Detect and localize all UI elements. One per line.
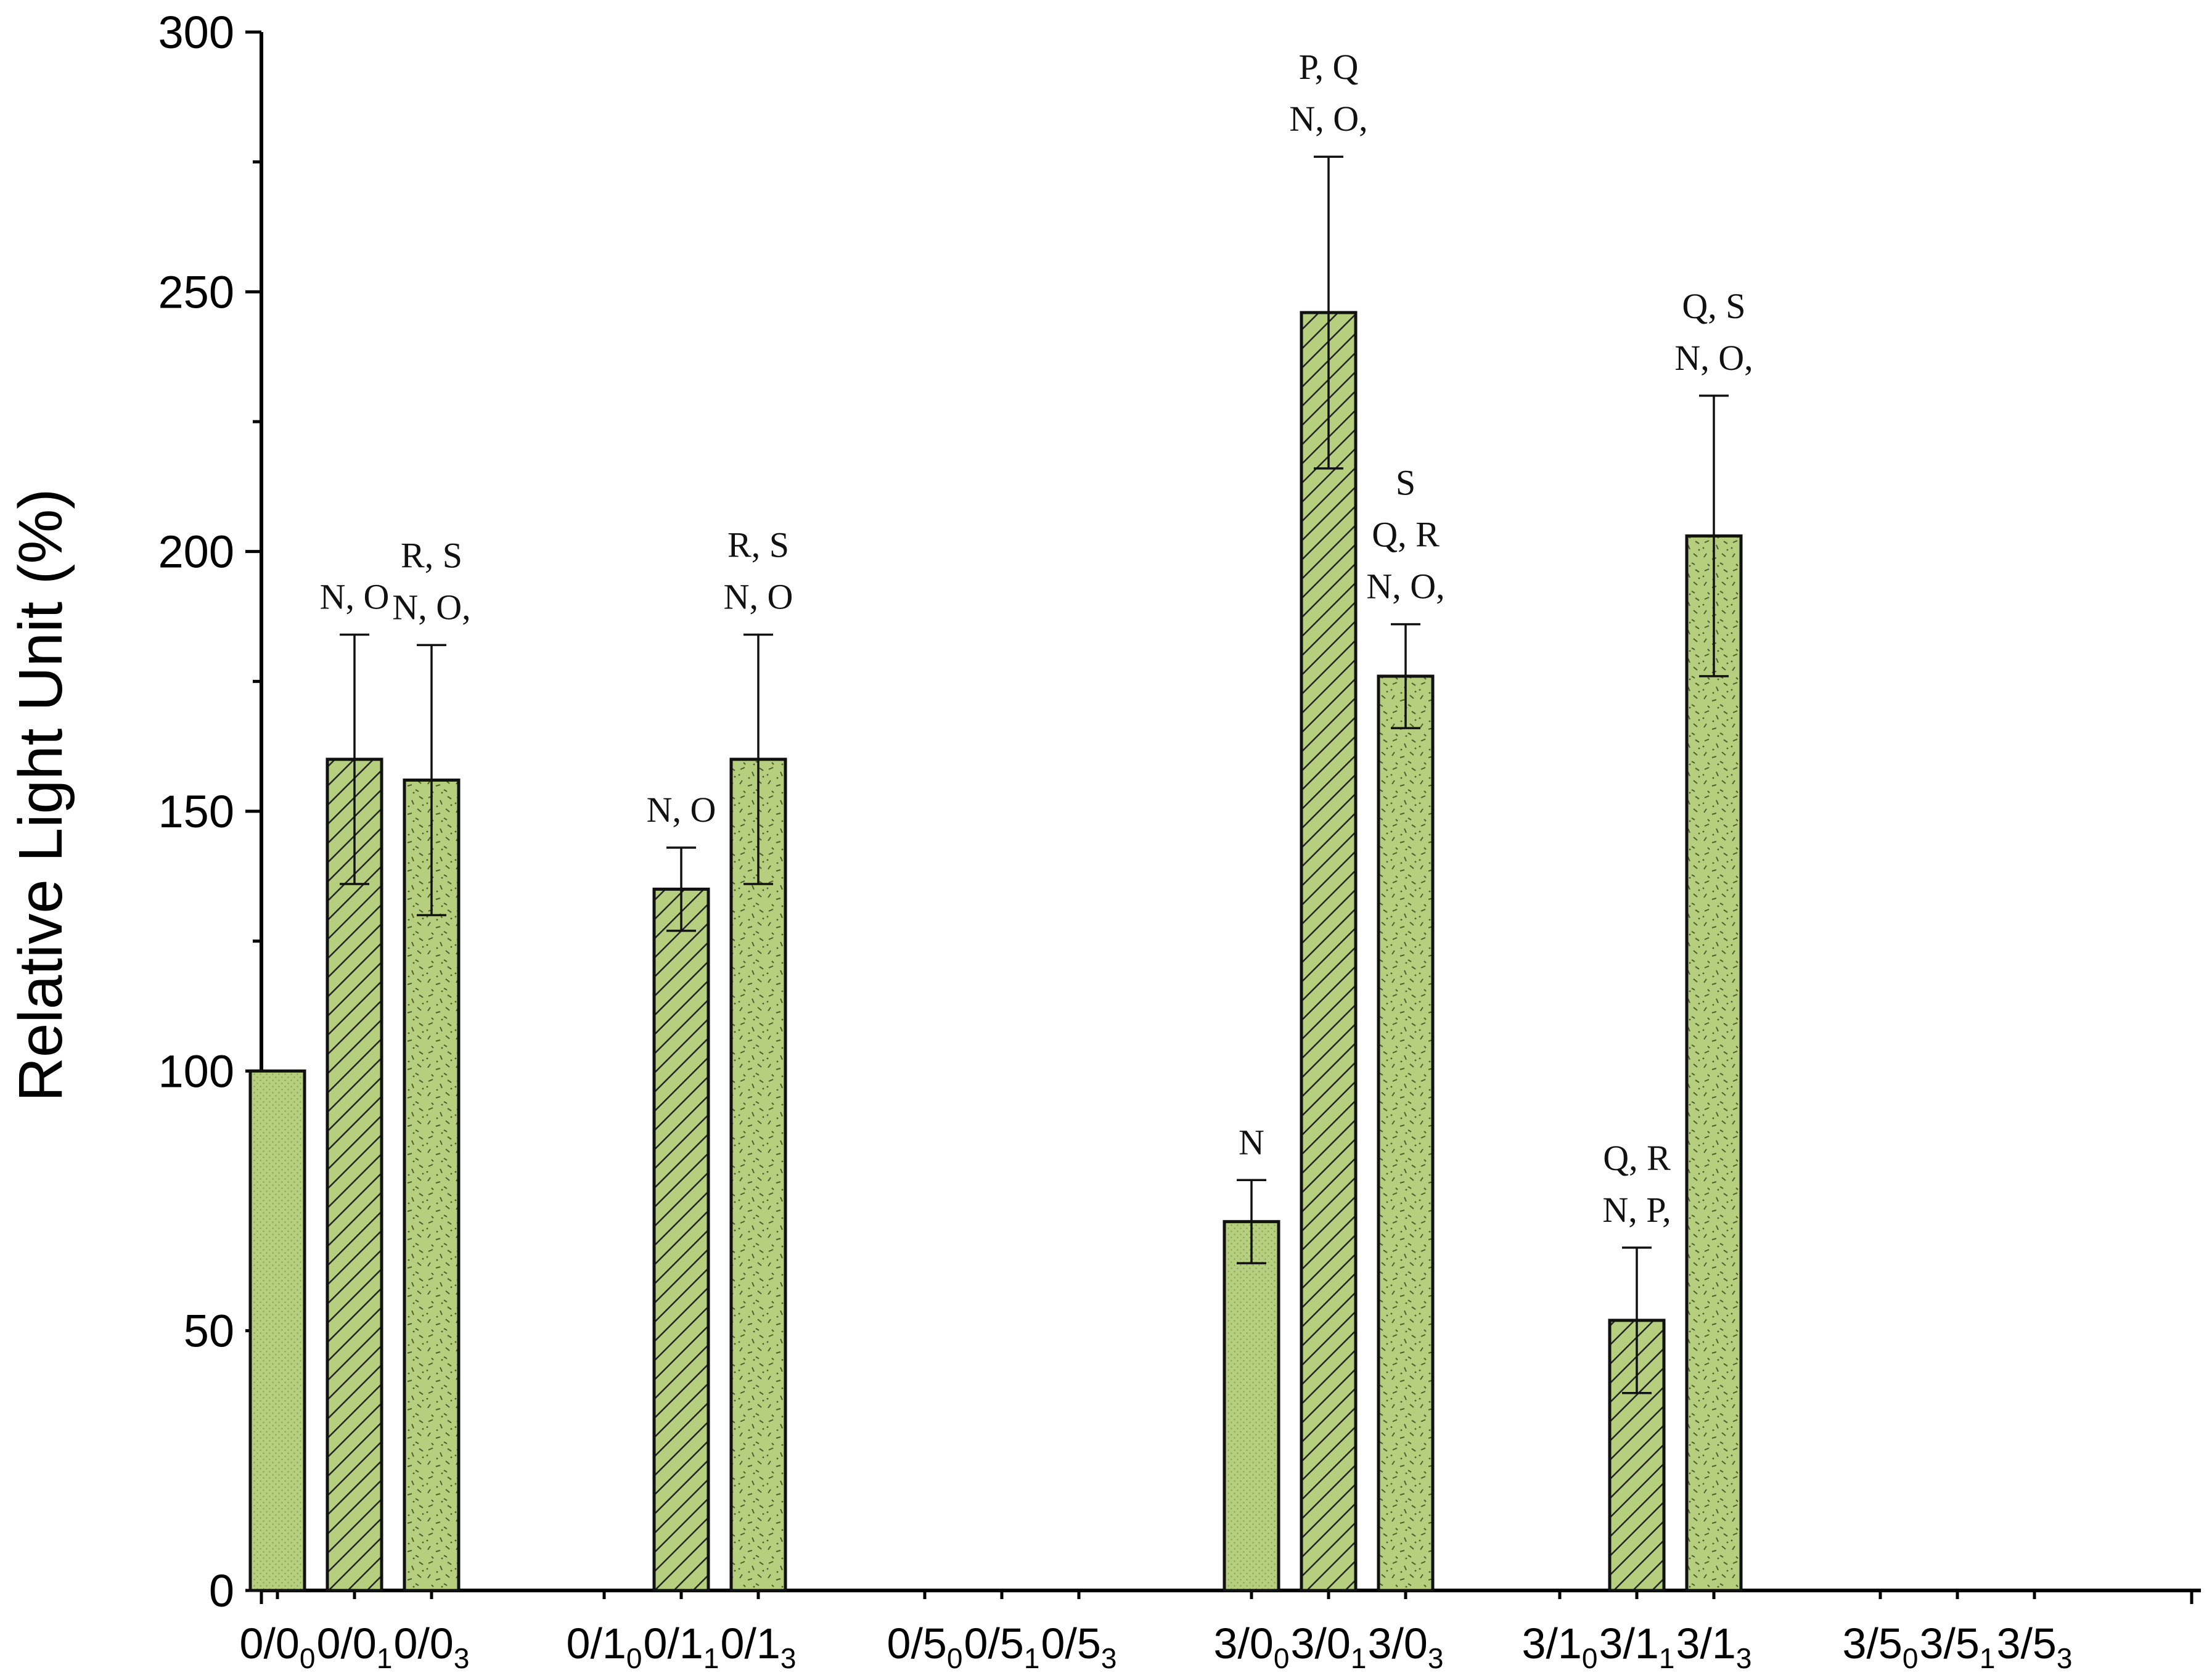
significance-label: N, O,: [1366, 567, 1444, 607]
bar: [1377, 674, 1435, 1592]
x-tick-label: 3/01: [1291, 1619, 1367, 1674]
y-tick-label: 300: [158, 7, 234, 58]
significance-label: N, O: [647, 790, 716, 830]
significance-label: N, P,: [1602, 1190, 1671, 1230]
x-tick-label: 0/13: [721, 1619, 797, 1674]
significance-label: N, O,: [392, 587, 470, 627]
significance-label: N: [1239, 1122, 1264, 1162]
x-tick-label: 3/13: [1676, 1619, 1752, 1674]
significance-label: Q, S: [1682, 286, 1745, 326]
significance-label: S: [1396, 463, 1415, 503]
significance-label: N, O,: [1289, 99, 1367, 139]
bar: [729, 758, 787, 1592]
significance-label: N, O: [724, 576, 793, 616]
significance-label: R, S: [401, 535, 462, 575]
y-axis-title: Relative Light Unit (%): [6, 489, 75, 1102]
x-tick-label: 0/03: [394, 1619, 470, 1674]
x-tick-label: 0/00: [240, 1619, 316, 1674]
bars: [248, 311, 1743, 1592]
x-tick-label: 0/10: [567, 1619, 642, 1674]
annotations: N, OR, SN, O,N, OR, SN, ONP, QN, O,SQ, R…: [320, 47, 1753, 1230]
bar: [652, 887, 710, 1592]
x-tick-label: 3/11: [1599, 1619, 1675, 1674]
bar: [1223, 1220, 1280, 1592]
x-ticks: 0/00 0/01 0/03 0/10 0/11 0/13 0/50 0/51 0/53 3/00…: [240, 1590, 2194, 1674]
y-ticks: 0 50 100 150 200 250 300: [158, 7, 261, 1616]
y-tick-label: 100: [158, 1046, 234, 1097]
significance-label: P, Q: [1299, 47, 1359, 87]
significance-label: N, O: [320, 576, 390, 616]
error-bars: [340, 155, 1729, 1394]
y-tick-label: 50: [184, 1306, 234, 1357]
bar: [1300, 311, 1358, 1592]
x-tick-label: 3/53: [1997, 1619, 2073, 1674]
significance-label: Q, R: [1603, 1138, 1671, 1178]
x-tick-label: 0/51: [964, 1619, 1040, 1674]
bar: [248, 1069, 306, 1592]
x-tick-label: 3/51: [1920, 1619, 1996, 1674]
x-tick-label: 3/50: [1843, 1619, 1919, 1674]
significance-label: R, S: [727, 525, 789, 565]
x-tick-label: 3/03: [1368, 1619, 1444, 1674]
bar: [1685, 534, 1743, 1592]
x-tick-label: 0/01: [317, 1619, 393, 1674]
x-tick-label: 0/11: [644, 1619, 719, 1674]
y-tick-label: 250: [158, 266, 234, 317]
y-tick-label: 150: [158, 786, 234, 837]
y-tick-label: 0: [209, 1565, 234, 1616]
y-tick-label: 200: [158, 526, 234, 578]
x-tick-label: 3/00: [1214, 1619, 1290, 1674]
significance-label: Q, R: [1372, 515, 1440, 555]
x-tick-label: 0/50: [887, 1619, 963, 1674]
x-tick-label: 3/10: [1522, 1619, 1598, 1674]
x-tick-label: 0/53: [1041, 1619, 1117, 1674]
significance-label: N, O,: [1674, 338, 1753, 378]
